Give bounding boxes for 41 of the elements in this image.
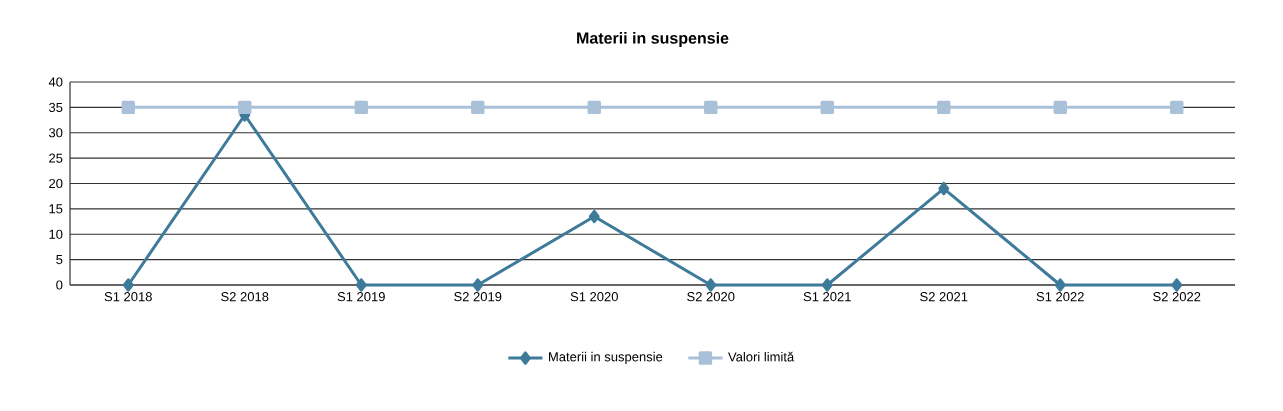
point [937,100,951,115]
y-tick-label: 5 [56,255,63,265]
point [820,100,834,115]
x-tick-label: S2 2021 [920,292,968,302]
x-tick-label: S1 2019 [337,292,385,302]
point [938,181,950,196]
point [587,100,601,115]
y-tick-label: 35 [48,102,63,112]
x-tick-label: S1 2021 [803,292,851,302]
y-tick-label: 0 [56,280,63,290]
x-tick-label: S1 2020 [570,292,618,302]
x-tick-label: S1 2018 [104,292,152,302]
point [821,278,833,292]
x-tick-label: S2 2022 [1153,292,1201,302]
y-tick-label: 30 [48,128,63,138]
point [1170,100,1184,115]
point [472,278,484,292]
x-tick-label: S2 2019 [454,292,502,302]
point [588,209,600,224]
y-tick-label: 25 [49,153,63,163]
point [121,100,135,115]
point [354,100,368,115]
x-tick-label: S2 2018 [221,292,269,302]
y-tick-label: 20 [49,178,63,189]
point [1053,100,1067,115]
legend-label: Materii in suspensie [549,351,663,364]
y-tick-label: 15 [49,204,63,214]
legend-label: Valori limită [728,351,795,362]
chart-title: Materii in suspensie [577,32,729,47]
x-tick-label: S2 2020 [687,292,735,302]
point [471,100,485,115]
point [1171,278,1183,292]
y-tick-label: 10 [49,229,63,239]
x-tick-label: S1 2022 [1036,292,1084,302]
point [704,100,718,115]
y-tick-label: 40 [48,77,63,87]
point [122,278,134,292]
point [355,278,367,292]
point [1054,278,1066,292]
point [238,100,252,115]
point [705,278,717,292]
